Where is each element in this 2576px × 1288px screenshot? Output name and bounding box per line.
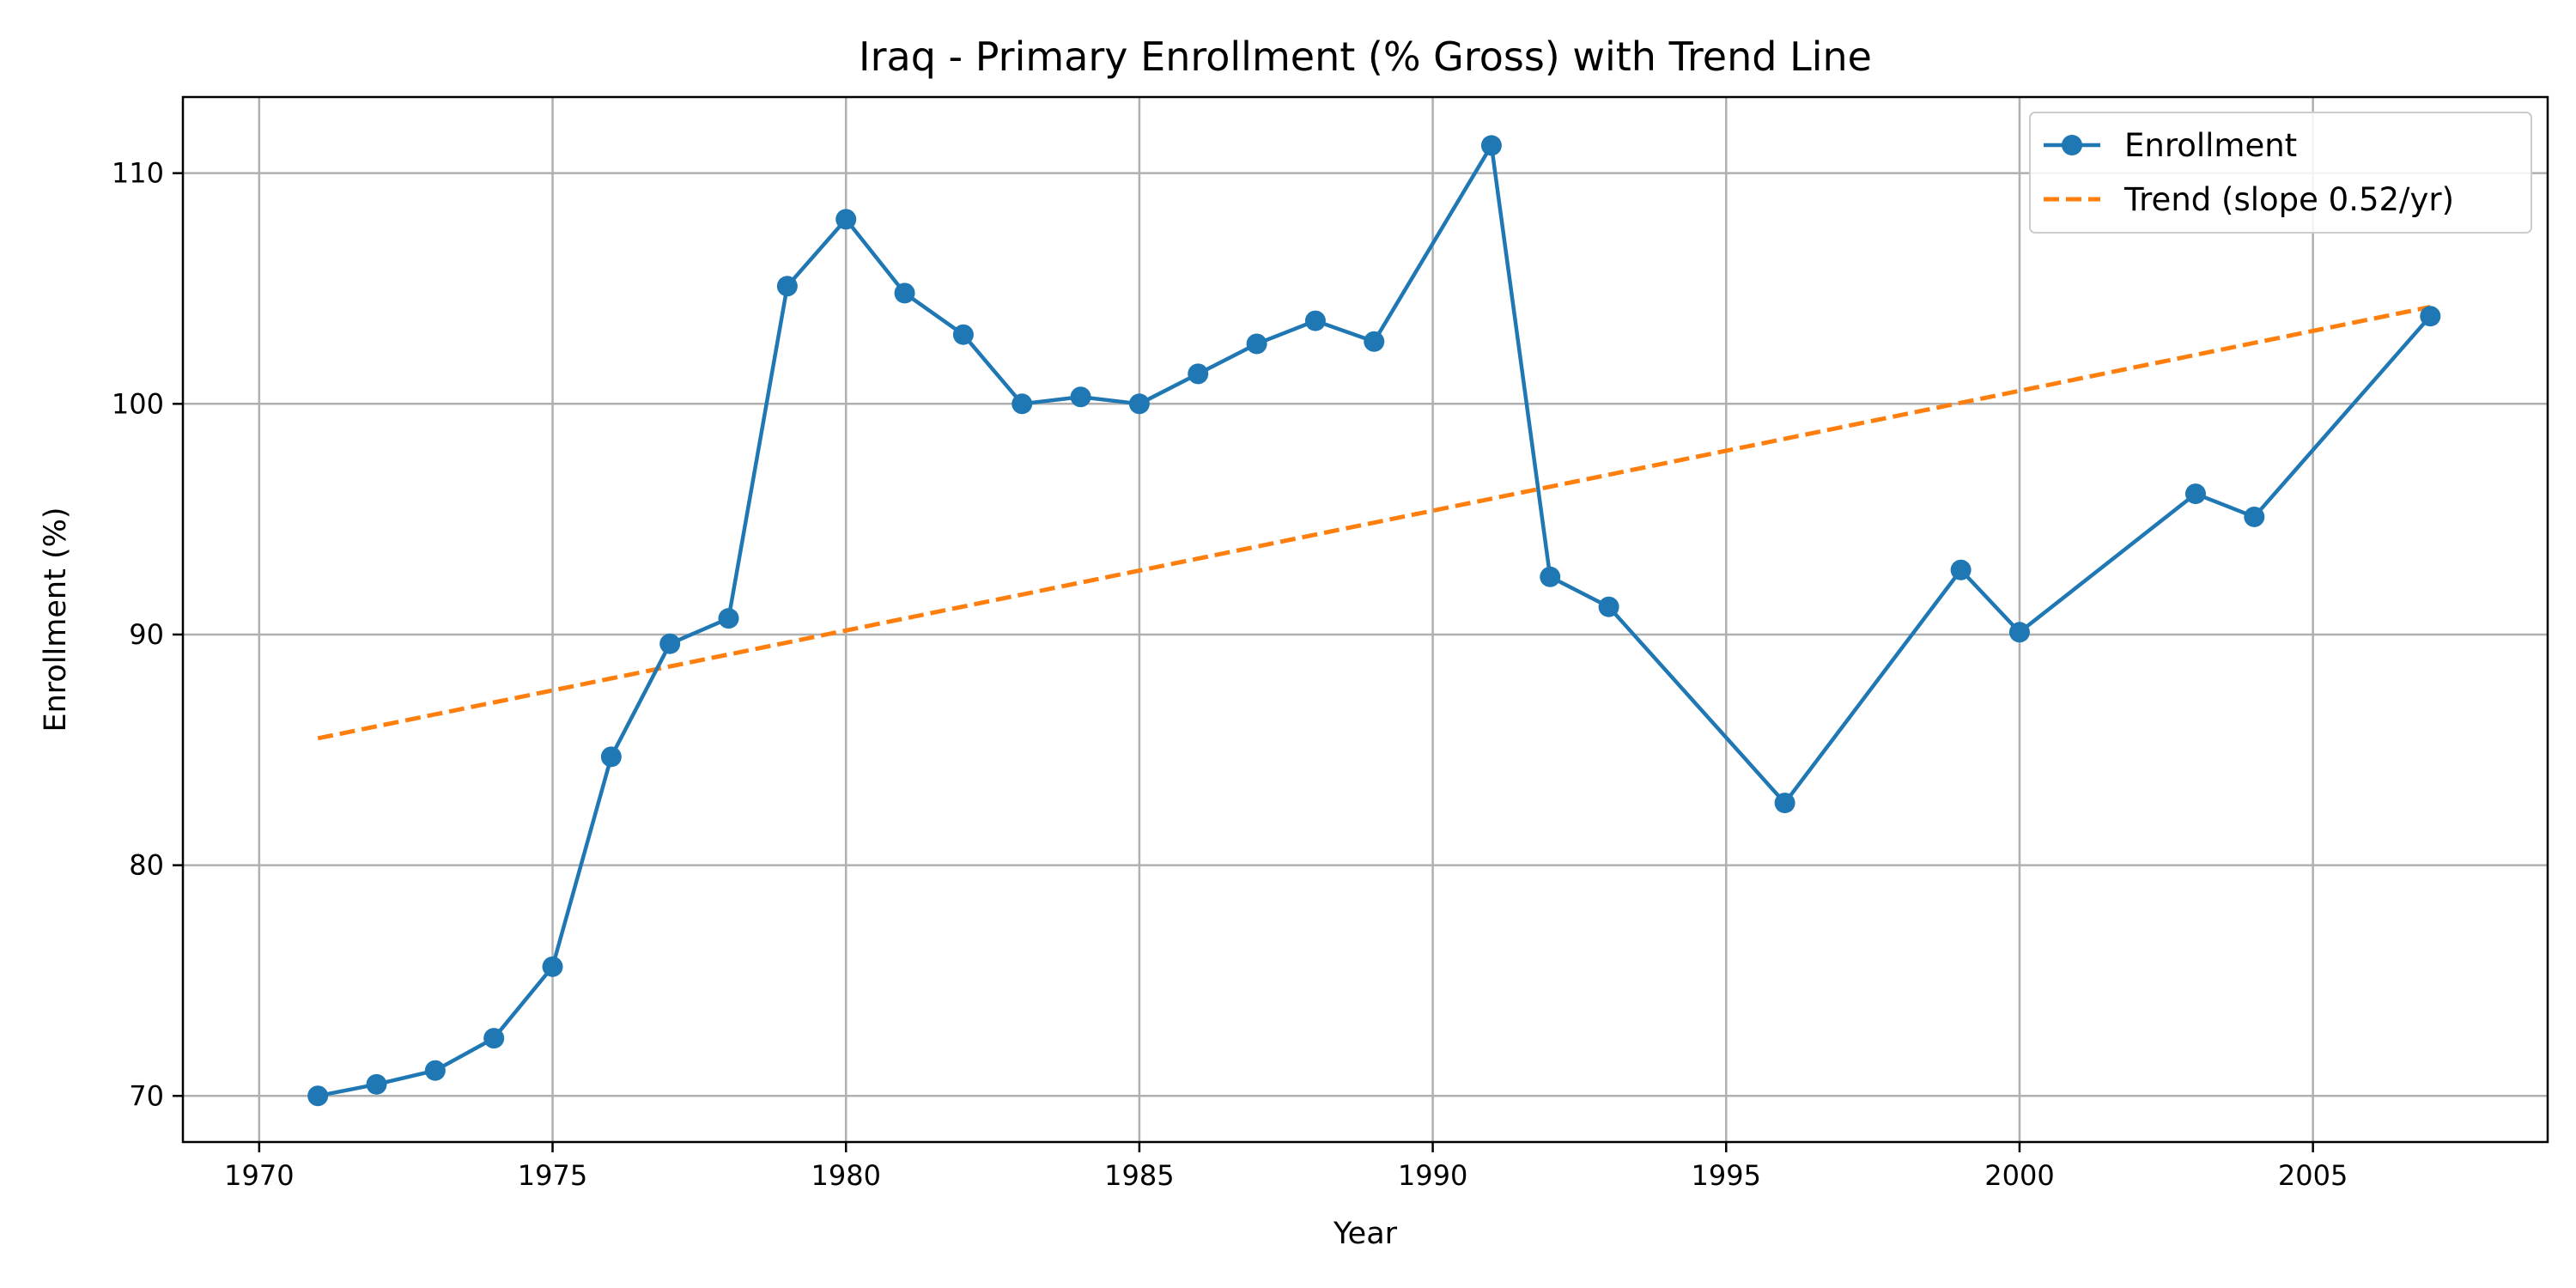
enrollment-point [1188, 363, 1209, 385]
enrollment-point [1304, 310, 1326, 331]
trend-line [317, 305, 2431, 741]
ticks: 1970 1975 1980 1985 1990 1995 2000 2005 70 80 90 10… [112, 157, 2348, 1192]
legend-enrollment-label: Enrollment [2124, 127, 2297, 164]
enrollment-point [1070, 386, 1091, 408]
enrollment-point [1774, 793, 1795, 814]
enrollment-point [1480, 135, 1502, 156]
x-tick-label: 1980 [811, 1159, 880, 1192]
enrollment-point [2420, 306, 2441, 327]
chart-title: Iraq - Primary Enrollment (% Gross) with… [859, 33, 1872, 80]
enrollment-point [1012, 393, 1033, 415]
x-tick-label: 1990 [1398, 1159, 1467, 1192]
y-axis-label: Enrollment (%) [39, 507, 73, 732]
legend-enrollment-swatch-marker [2062, 135, 2082, 155]
enrollment-point [1128, 393, 1150, 415]
enrollment-point [542, 956, 563, 977]
enrollment-point [1246, 333, 1267, 355]
enrollment-point [835, 209, 857, 230]
enrollment-point [2244, 506, 2265, 527]
x-tick-label: 2000 [1984, 1159, 2054, 1192]
x-tick-label: 2005 [2278, 1159, 2348, 1192]
plot-series [307, 135, 2441, 1107]
legend-box [2029, 112, 2532, 234]
y-tick-label: 80 [129, 849, 164, 882]
x-axis-label: Year [1333, 1217, 1398, 1251]
enrollment-point [776, 276, 798, 297]
legend-trend-label: Trend (slope 0.52/yr) [2123, 181, 2454, 218]
x-tick-label: 1985 [1104, 1159, 1174, 1192]
enrollment-point [2184, 483, 2206, 505]
grid [183, 97, 2548, 1142]
enrollment-point [600, 746, 622, 768]
axes-frame [181, 95, 2549, 1144]
enrollment-point [1540, 566, 1561, 587]
y-tick-label: 70 [129, 1079, 164, 1112]
enrollment-point [1364, 331, 1385, 352]
enrollment-point [483, 1028, 505, 1049]
enrollment-point [366, 1073, 387, 1095]
y-tick-label: 100 [112, 387, 164, 420]
legend: Enrollment Trend (slope 0.52/yr) [2029, 112, 2532, 234]
y-tick-label: 110 [112, 157, 164, 190]
enrollment-point [307, 1085, 329, 1107]
enrollment-point [952, 324, 974, 345]
y-tick-label: 90 [129, 618, 164, 651]
enrollment-line [317, 143, 2433, 1098]
x-tick-label: 1975 [518, 1159, 587, 1192]
enrollment-point [1950, 559, 1971, 580]
enrollment-point [718, 608, 739, 629]
x-tick-label: 1995 [1692, 1159, 1761, 1192]
enrollment-point [1598, 596, 1619, 617]
enrollment-point [2008, 622, 2030, 643]
enrollment-point [659, 633, 681, 654]
x-tick-label: 1970 [224, 1159, 294, 1192]
enrollment-point [424, 1060, 446, 1081]
enrollment-point [894, 283, 915, 304]
